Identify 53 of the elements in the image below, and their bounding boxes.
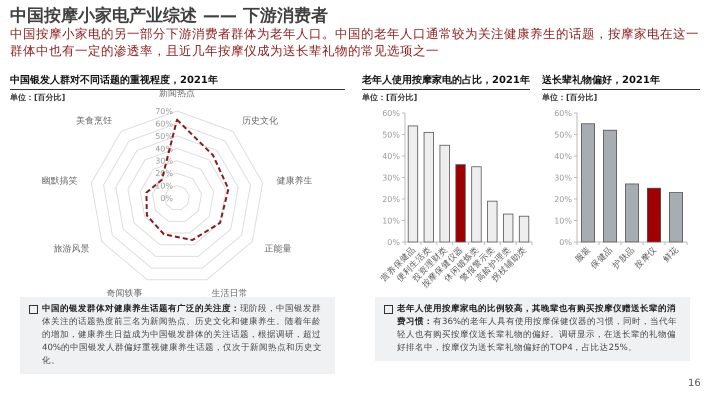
chart-subtitle: 单位：[百分比] bbox=[362, 92, 418, 103]
y-tick-label: 40% bbox=[155, 144, 174, 154]
text: 16 bbox=[688, 378, 702, 389]
spoke-label: 奇闻轶事 bbox=[106, 288, 142, 299]
y-tick-label: 30% bbox=[554, 174, 572, 182]
bar bbox=[669, 192, 683, 242]
text: 中国的银发群体对健康养生话题有广泛的关注度：现阶段，中国银发群体关注的话题热度前三名为新闻热点、历史文化和健康养生。随着年龄的增加，健康养生日益成为中国银发群体的关注话题，根据调研，超过40%的中国银发人群偏好重视健康养生话题，仅次于新闻热点和历史文化。 bbox=[20, 297, 335, 374]
y-tick-label: 60% bbox=[554, 109, 572, 118]
bar bbox=[471, 166, 482, 242]
y-tick-label: 10% bbox=[155, 182, 174, 191]
bar bbox=[424, 132, 434, 242]
y-tick-label: 20% bbox=[382, 195, 400, 204]
y-tick-label: 40% bbox=[382, 152, 400, 161]
y-tick-label: 10% bbox=[382, 216, 400, 226]
spoke-label: 美食烹饪 bbox=[76, 116, 112, 127]
bar bbox=[487, 200, 498, 242]
spoke-label: 幽默搞笑 bbox=[42, 175, 78, 186]
y-tick-label: 50% bbox=[554, 130, 572, 140]
y-tick-label: 30% bbox=[382, 174, 400, 182]
spoke-label: 旅游风景 bbox=[54, 244, 90, 254]
x-tick-label: 鲜花 bbox=[660, 244, 682, 265]
y-tick-label: 70% bbox=[155, 107, 174, 116]
bar bbox=[503, 214, 514, 242]
y-tick-label: 20% bbox=[554, 195, 572, 204]
y-tick-label: 60% bbox=[382, 109, 400, 118]
bar bbox=[603, 130, 617, 242]
y-tick-label: 0% bbox=[160, 194, 174, 203]
text: 单位：[百分比] bbox=[10, 92, 66, 103]
bar bbox=[647, 188, 661, 242]
y-tick-label: 0% bbox=[559, 238, 572, 247]
y-tick-label: 50% bbox=[155, 132, 174, 141]
bar bbox=[408, 126, 418, 242]
chart-subtitle: 单位：[百分比] bbox=[542, 92, 598, 103]
chart-title: 送长辈礼物偏好，2021年 bbox=[542, 73, 700, 90]
bar bbox=[455, 164, 466, 242]
spoke-label: 历史文化 bbox=[242, 116, 278, 127]
chart-title: 中国银发人群对不同话题的重视程度，2021年 bbox=[10, 73, 345, 90]
y-tick-label: 10% bbox=[554, 216, 572, 226]
text: 中国按摩小家电的另一部分下游消费者群体为老年人口。中国的老年人口通常较为关注健康养生的话题，按摩家电在这一群体中也有一定的渗透率，且近几年按摩仪成为送长辈礼物的常见选项之一 bbox=[10, 25, 700, 59]
bar bbox=[440, 144, 450, 242]
y-tick-label: 40% bbox=[554, 152, 572, 161]
text: 中国按摩小家电产业综述 —— 下游消费者 bbox=[10, 5, 329, 27]
spoke-label: 生活日常 bbox=[212, 288, 248, 299]
bar bbox=[625, 184, 639, 242]
spoke-label: 健康养生 bbox=[276, 175, 312, 186]
bar bbox=[518, 216, 530, 242]
y-tick-label: 0% bbox=[387, 238, 400, 247]
chart-title: 老年人使用按摩家电的占比，2021年 bbox=[362, 73, 530, 90]
spoke-label: 正能量 bbox=[264, 244, 292, 254]
text: 老年人使用按摩家电的比例较高，其晚辈也有购买按摩仪赠送长辈的消费习惯：有36%的老年人具有使用按摩保健仪器的习惯，同时，当代年轻人也有购买按摩仪送长辈礼物的偏好。调研显示，在送长辈的礼物偏好排名中，按摩仪为送长辈礼物偏好的TOP4，占比达25%。 bbox=[375, 297, 690, 361]
y-tick-label: 60% bbox=[155, 119, 174, 128]
y-tick-label: 50% bbox=[382, 130, 400, 140]
bar bbox=[581, 123, 595, 242]
